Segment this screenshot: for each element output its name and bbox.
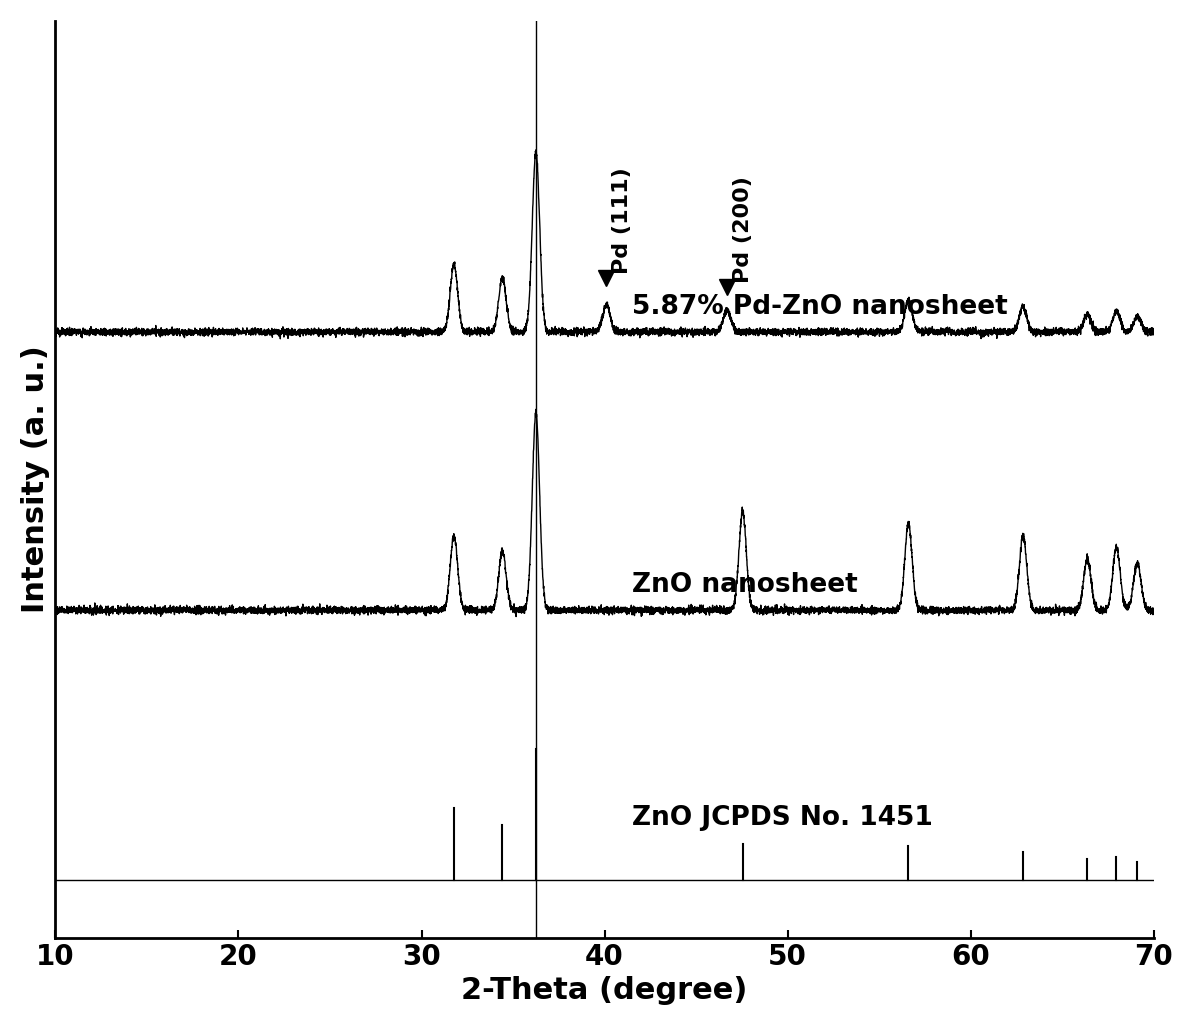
Text: 5.87% Pd-ZnO nanosheet: 5.87% Pd-ZnO nanosheet <box>632 293 1008 320</box>
Text: Pd (111): Pd (111) <box>611 167 632 274</box>
Text: Pd (200): Pd (200) <box>733 176 752 283</box>
Text: ZnO nanosheet: ZnO nanosheet <box>632 573 857 598</box>
Y-axis label: Intensity (a. u.): Intensity (a. u.) <box>20 346 50 614</box>
Text: ZnO JCPDS No. 1451: ZnO JCPDS No. 1451 <box>632 805 933 831</box>
X-axis label: 2-Theta (degree): 2-Theta (degree) <box>461 976 747 1005</box>
